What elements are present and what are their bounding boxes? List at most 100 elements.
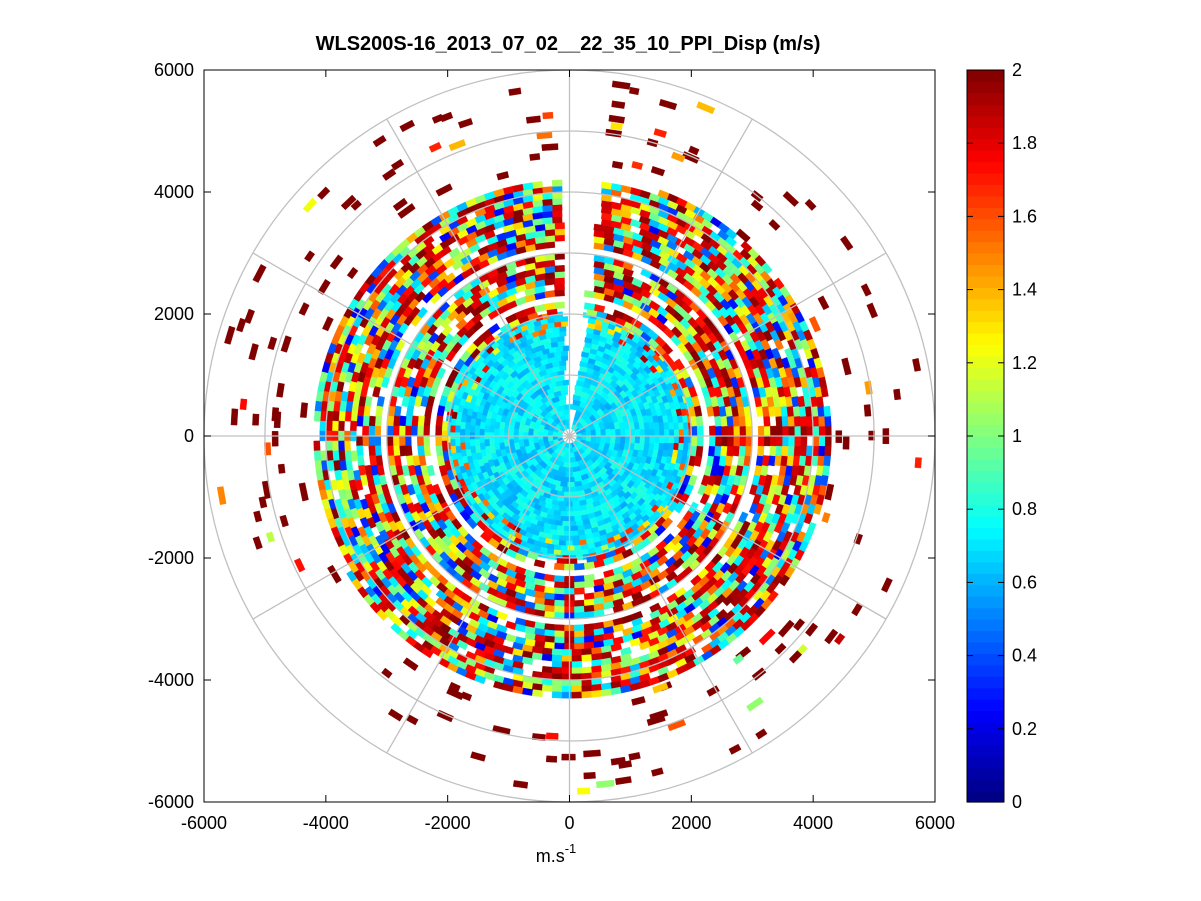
data-cell xyxy=(469,425,476,433)
data-cell xyxy=(574,544,582,551)
colorbar-band xyxy=(967,481,1004,494)
colorbar-band xyxy=(967,344,1004,357)
data-cell xyxy=(561,691,573,699)
data-cell xyxy=(541,210,553,219)
data-cell xyxy=(673,358,685,371)
data-cell xyxy=(663,421,670,430)
data-cell xyxy=(571,661,583,668)
data-cell xyxy=(581,684,593,693)
data-cell xyxy=(658,442,665,451)
data-cell xyxy=(727,425,735,437)
data-cell xyxy=(659,428,665,437)
y-tick-label: -6000 xyxy=(148,792,194,812)
data-cell xyxy=(479,428,485,437)
data-cell xyxy=(338,450,346,462)
data-cell xyxy=(582,346,591,354)
data-cell xyxy=(405,415,413,427)
data-cell xyxy=(392,425,400,437)
data-cell xyxy=(585,327,595,334)
data-cell xyxy=(529,153,541,161)
data-cell xyxy=(574,587,585,595)
data-cell xyxy=(560,355,569,362)
data-cell xyxy=(639,435,646,444)
data-cell xyxy=(271,431,279,447)
data-cell xyxy=(782,435,790,447)
data-cell xyxy=(435,445,444,457)
x-tick-label: 2000 xyxy=(671,813,711,833)
colorbar-tick-label: 0.2 xyxy=(1012,719,1037,739)
data-cell xyxy=(800,435,808,447)
data-cell xyxy=(570,530,579,537)
data-cell xyxy=(356,435,363,447)
data-cell xyxy=(557,525,565,532)
data-cell xyxy=(362,435,369,447)
data-cell xyxy=(362,425,369,437)
data-cell xyxy=(464,421,471,430)
data-cell xyxy=(404,435,412,447)
data-cell xyxy=(893,388,902,401)
data-cell xyxy=(581,666,593,674)
data-cell xyxy=(678,421,685,430)
colorbar-band xyxy=(967,687,1004,700)
data-cell xyxy=(574,642,585,650)
colorbar-tick-label: 1 xyxy=(1012,426,1022,446)
data-cell xyxy=(714,415,722,427)
data-cell xyxy=(794,435,802,447)
colorbar-band xyxy=(967,115,1004,128)
data-cell xyxy=(455,318,468,331)
data-cell xyxy=(574,605,585,614)
data-cell xyxy=(612,309,625,320)
colorbar-band xyxy=(967,436,1004,449)
data-cell xyxy=(600,688,612,697)
colorbar-band xyxy=(967,630,1004,643)
data-cell xyxy=(610,435,617,444)
colorbar-band xyxy=(967,733,1004,746)
data-cell xyxy=(631,610,644,621)
data-cell xyxy=(610,428,617,437)
data-cell xyxy=(532,435,539,444)
data-cell xyxy=(715,425,722,437)
data-cell xyxy=(561,685,573,693)
data-cell xyxy=(369,455,377,467)
data-cell xyxy=(732,445,740,457)
data-cell xyxy=(583,561,596,570)
data-cell xyxy=(344,450,352,462)
data-cell xyxy=(392,415,401,427)
colorbar-band xyxy=(967,70,1004,83)
data-cell xyxy=(545,755,558,763)
x-tick-label: 0 xyxy=(564,813,574,833)
data-cell xyxy=(561,655,573,662)
data-cell xyxy=(560,550,569,556)
data-cell xyxy=(544,241,556,249)
data-cell xyxy=(464,435,471,444)
data-cell xyxy=(313,440,321,452)
data-cell xyxy=(654,435,660,444)
data-cell xyxy=(567,516,576,522)
data-cell xyxy=(563,491,572,498)
data-cell xyxy=(551,204,563,212)
data-cell xyxy=(541,143,559,151)
data-cell xyxy=(252,413,260,426)
data-cell xyxy=(554,605,565,614)
data-cell xyxy=(574,624,585,632)
data-cell xyxy=(553,544,562,551)
data-cell xyxy=(567,511,576,517)
data-cell xyxy=(673,435,680,444)
data-cell xyxy=(727,435,735,447)
data-cell xyxy=(763,435,771,447)
data-cell xyxy=(544,228,556,237)
data-cell xyxy=(493,428,500,437)
colorbar-band xyxy=(967,561,1004,574)
data-cell xyxy=(583,302,596,311)
data-cell xyxy=(273,411,282,428)
data-cell xyxy=(454,425,461,433)
data-cell xyxy=(554,593,565,601)
data-cell xyxy=(726,445,734,457)
colorbar-tick-label: 0.4 xyxy=(1012,646,1037,666)
data-cell xyxy=(514,552,527,563)
colorbar-tick-label: 0.8 xyxy=(1012,499,1037,519)
data-cell xyxy=(544,623,556,631)
data-cell xyxy=(554,630,565,638)
data-cell xyxy=(770,435,777,447)
data-cell xyxy=(721,425,729,437)
